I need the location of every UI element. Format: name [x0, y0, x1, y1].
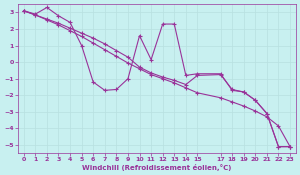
X-axis label: Windchill (Refroidissement éolien,°C): Windchill (Refroidissement éolien,°C): [82, 164, 232, 171]
